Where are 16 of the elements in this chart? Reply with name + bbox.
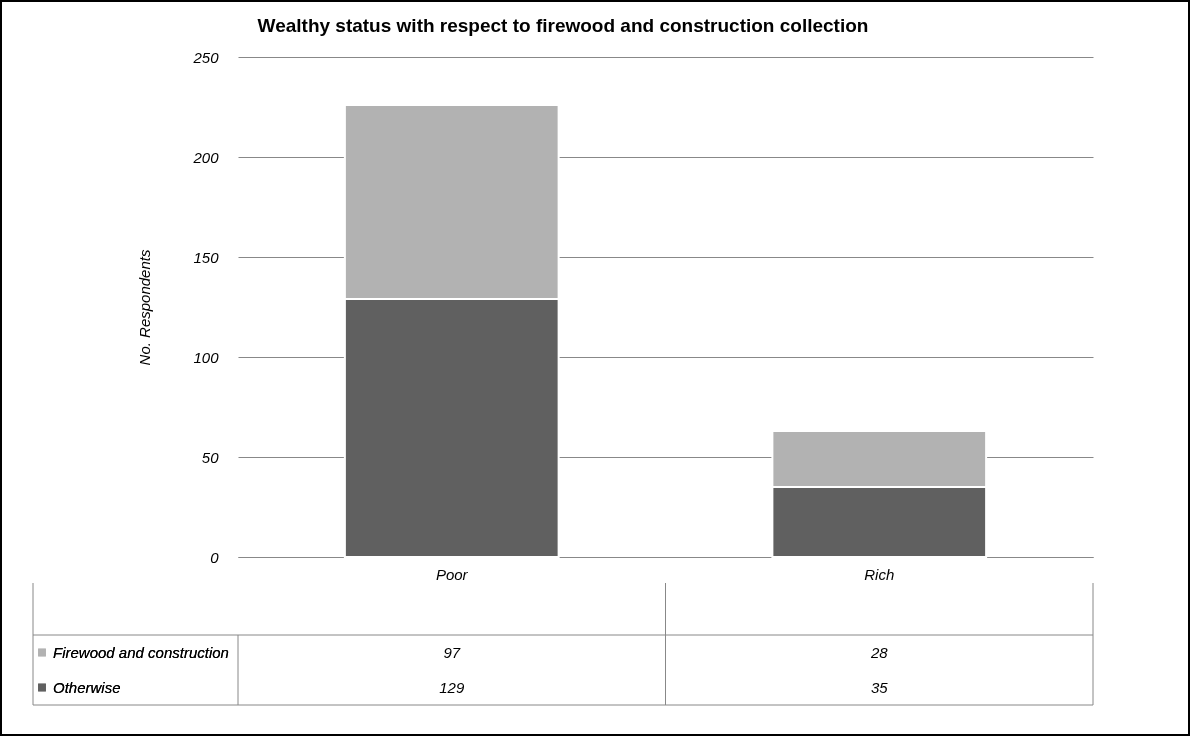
data-label: 28 [869,643,889,661]
legend-label: Firewood and construction [53,643,229,661]
y-tick-label: 50 [201,448,220,466]
y-tick-label: 0 [210,548,220,566]
x-tick-label: Poor [435,565,469,583]
chart-title: Wealthy status with respect to firewood and construction collection [257,15,869,36]
y-tick-label: 100 [193,348,220,366]
legend-label: Otherwise [53,678,121,696]
data-label: 35 [870,678,889,696]
data-label: 129 [439,678,465,696]
y-tick-label: 200 [192,148,220,166]
y-tick-label: 250 [192,48,220,66]
y-tick-label: 150 [193,248,220,266]
y-axis-title: No. Respondents [136,249,154,366]
data-label: 97 [443,643,461,661]
x-tick-label: Rich [864,565,895,583]
